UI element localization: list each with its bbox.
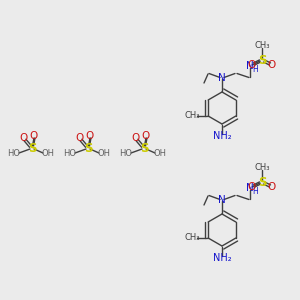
Text: N: N xyxy=(218,73,226,83)
Text: H: H xyxy=(252,64,258,74)
Text: HO: HO xyxy=(119,149,133,158)
Text: N: N xyxy=(246,183,254,193)
Text: O: O xyxy=(142,131,150,141)
Text: S: S xyxy=(140,142,148,154)
Text: O: O xyxy=(30,131,38,141)
Text: O: O xyxy=(131,133,139,143)
Text: HO: HO xyxy=(8,149,20,158)
Text: S: S xyxy=(258,53,266,67)
Text: CH₃: CH₃ xyxy=(184,112,200,121)
Text: CH₃: CH₃ xyxy=(254,164,270,172)
Text: HO: HO xyxy=(64,149,76,158)
Text: N: N xyxy=(246,61,254,71)
Text: O: O xyxy=(19,133,27,143)
Text: S: S xyxy=(84,142,92,154)
Text: CH₃: CH₃ xyxy=(254,41,270,50)
Text: NH₂: NH₂ xyxy=(213,131,231,141)
Text: OH: OH xyxy=(154,149,166,158)
Text: S: S xyxy=(28,142,36,154)
Text: O: O xyxy=(268,182,276,192)
Text: OH: OH xyxy=(98,149,110,158)
Text: O: O xyxy=(248,60,256,70)
Text: OH: OH xyxy=(41,149,55,158)
Text: O: O xyxy=(248,182,256,192)
Text: O: O xyxy=(268,60,276,70)
Text: S: S xyxy=(258,176,266,188)
Text: CH₃: CH₃ xyxy=(184,233,200,242)
Text: O: O xyxy=(86,131,94,141)
Text: N: N xyxy=(218,195,226,205)
Text: H: H xyxy=(252,187,258,196)
Text: O: O xyxy=(75,133,83,143)
Text: NH₂: NH₂ xyxy=(213,253,231,263)
